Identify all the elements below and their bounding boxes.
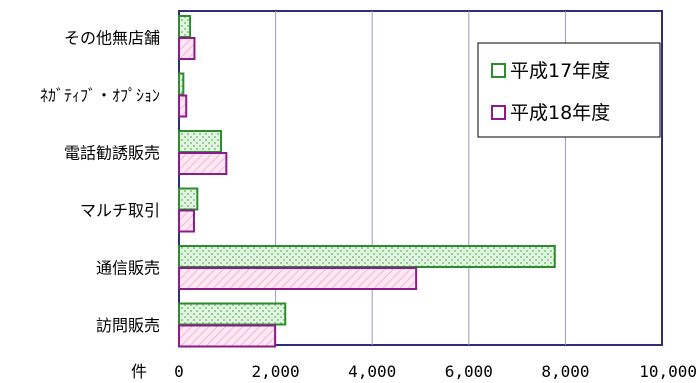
x-tick-label-1: 2,000 [252, 362, 300, 381]
legend-label-series-1: 平成17年度 [510, 60, 610, 82]
category-label-0: その他無店舗 [64, 29, 160, 48]
bar-series2-3 [178, 209, 195, 233]
bar-series1-5 [178, 302, 287, 326]
category-label-5: 訪問販売 [96, 316, 160, 335]
legend-swatch-series-2 [491, 105, 506, 120]
x-tick-label-0: 0 [174, 362, 184, 381]
x-tick-label-2: 4,000 [348, 362, 396, 381]
legend-label-series-2: 平成18年度 [510, 102, 610, 124]
category-label-2: 電話勧誘販売 [64, 144, 160, 163]
bar-series1-4 [178, 245, 556, 268]
category-label-3: マルチ取引 [80, 201, 160, 220]
bar-series2-1 [178, 94, 188, 118]
bar-series1-1 [178, 72, 185, 96]
category-label-1: ﾈｶﾞﾃｨﾌﾞ・ｵﾌﾟｼｮﾝ [40, 86, 160, 105]
legend-box [477, 42, 661, 138]
bar-series1-3 [178, 187, 199, 211]
bar-series2-4 [178, 267, 418, 290]
bar-series2-0 [178, 37, 196, 60]
bar-series1-2 [178, 130, 223, 153]
legend-swatch-series-1 [491, 63, 506, 78]
x-tick-label-3: 6,000 [445, 362, 493, 381]
x-tick-label-5: 10,000 [639, 362, 697, 381]
x-unit-label: 件 [131, 362, 147, 381]
x-tick-label-4: 8,000 [541, 362, 589, 381]
bar-series1-0 [178, 15, 192, 38]
x-tick-labels: 0 2,000 4,000 6,000 8,000 10,000 [174, 362, 697, 381]
legend: 平成17年度 平成18年度 [477, 42, 661, 138]
category-label-4: 通信販売 [96, 259, 160, 278]
bars-group [178, 15, 556, 348]
bar-series2-5 [178, 324, 277, 348]
bar-series2-2 [178, 152, 228, 175]
